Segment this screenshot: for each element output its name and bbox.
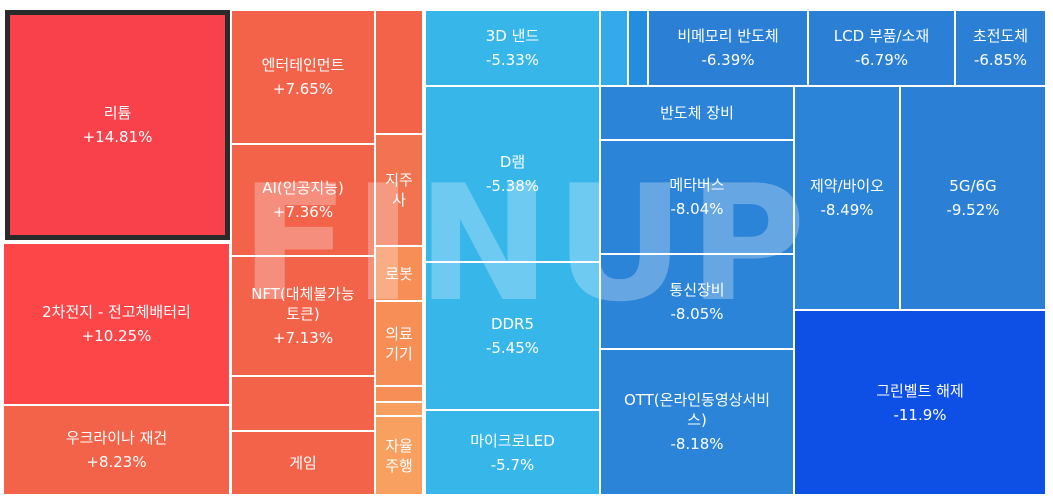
tile-superconductor[interactable]: 초전도체 -6.85% <box>955 10 1046 86</box>
tile-lcd-parts[interactable]: LCD 부품/소재 -6.79% <box>808 10 955 86</box>
tile-value: -5.38% <box>485 177 540 195</box>
tile-label: 지주 사 <box>385 171 413 209</box>
tile-micro-led[interactable]: 마이크로LED -5.7% <box>425 410 600 495</box>
tile-label: 게임 <box>289 454 317 472</box>
tile-value: -8.05% <box>670 304 724 323</box>
tile-dram[interactable]: D램 -5.38% <box>425 86 600 262</box>
tile-label: 초전도체 <box>972 27 1029 45</box>
tile-label: 의료 기기 <box>385 324 413 363</box>
tile-label: LCD 부품/소재 <box>833 27 930 45</box>
tile-value: -6.85% <box>973 51 1028 69</box>
tile-3d-nand[interactable]: 3D 낸드 -5.33% <box>425 10 600 86</box>
tile-telecom-equipment[interactable]: 통신장비 -8.05% <box>600 254 794 349</box>
tile-value: +10.25% <box>81 327 152 345</box>
tile-value: -6.39% <box>701 51 755 69</box>
tile-autonomous-driving[interactable]: 자율 주행 <box>375 416 423 495</box>
tile-nft[interactable]: NFT(대체불가능 토큰) +7.13% <box>231 256 375 376</box>
tile-label: 5G/6G <box>949 177 997 195</box>
tile-value: -8.04% <box>670 200 724 218</box>
tile-value: -9.52% <box>946 201 1000 219</box>
tile-unlabeled-4[interactable] <box>375 402 423 416</box>
tile-ukraine-rebuild[interactable]: 우크라이나 재건 +8.23% <box>3 405 230 495</box>
tile-label: 마이크로LED <box>470 431 555 450</box>
tile-label: 비메모리 반도체 <box>677 27 779 45</box>
tile-label: DDR5 <box>490 315 535 333</box>
tile-pharma-bio[interactable]: 제약/바이오 -8.49% <box>794 86 900 310</box>
tile-label: 자율 주행 <box>385 436 413 475</box>
tile-value: -8.49% <box>820 201 874 219</box>
tile-entertainment[interactable]: 엔터테인먼트 +7.65% <box>231 10 375 144</box>
tile-label: 제약/바이오 <box>809 177 885 195</box>
tile-semiconductor-equipment[interactable]: 반도체 장비 <box>600 86 794 140</box>
tile-value: +7.36% <box>272 203 334 221</box>
tile-value: -5.7% <box>490 455 535 474</box>
tile-robot[interactable]: 로봇 <box>375 246 423 301</box>
tile-game[interactable]: 게임 <box>231 431 375 495</box>
tile-label: OTT(온라인동영상서비 스) <box>623 391 771 429</box>
tile-value: +7.13% <box>272 329 334 347</box>
tile-label: 반도체 장비 <box>660 104 734 122</box>
tile-value: -6.79% <box>854 51 909 69</box>
tile-unlabeled-6[interactable] <box>628 10 648 86</box>
tile-unlabeled-5[interactable] <box>600 10 628 86</box>
tile-unlabeled-3[interactable] <box>375 386 423 402</box>
tile-label: 로봇 <box>385 264 413 283</box>
tile-label: AI(인공지능) <box>262 179 344 197</box>
tile-label: 메타버스 <box>669 176 725 194</box>
tile-non-memory-semiconductor[interactable]: 비메모리 반도체 -6.39% <box>648 10 808 86</box>
tile-unlabeled-2[interactable] <box>375 10 423 134</box>
tile-label: 엔터테인먼트 <box>261 56 345 74</box>
tile-ai[interactable]: AI(인공지능) +7.36% <box>231 144 375 256</box>
tile-value: -5.33% <box>485 51 540 69</box>
tile-medical-device[interactable]: 의료 기기 <box>375 301 423 386</box>
tile-value: -11.9% <box>893 405 947 424</box>
tile-label: 리튬 <box>103 104 132 122</box>
tile-value: +14.81% <box>82 128 153 146</box>
tile-ott[interactable]: OTT(온라인동영상서비 스) -8.18% <box>600 349 794 495</box>
tile-label: 우크라이나 재건 <box>65 429 168 447</box>
tile-metaverse[interactable]: 메타버스 -8.04% <box>600 140 794 254</box>
tile-5g-6g[interactable]: 5G/6G -9.52% <box>900 86 1046 310</box>
tile-ddr5[interactable]: DDR5 -5.45% <box>425 262 600 410</box>
tile-label: 그린벨트 해제 <box>876 381 964 400</box>
tile-value: +8.23% <box>86 453 147 471</box>
tile-secondary-battery[interactable]: 2차전지 - 전고체배터리 +10.25% <box>3 243 230 405</box>
tile-greenbelt[interactable]: 그린벨트 해제 -11.9% <box>794 310 1046 495</box>
tile-value: -8.18% <box>670 435 724 453</box>
tile-label: D램 <box>499 153 526 171</box>
tile-holding-company[interactable]: 지주 사 <box>375 134 423 246</box>
tile-label: 3D 낸드 <box>485 27 540 45</box>
tile-label: 통신장비 <box>669 280 725 299</box>
tile-unlabeled-1[interactable] <box>231 376 375 431</box>
tile-value: -5.45% <box>485 339 540 357</box>
tile-value: +7.65% <box>272 80 334 98</box>
tile-label: 2차전지 - 전고체배터리 <box>42 303 191 321</box>
tile-label: NFT(대체불가능 토큰) <box>251 285 355 323</box>
tile-lithium[interactable]: 리튬 +14.81% <box>5 10 230 240</box>
